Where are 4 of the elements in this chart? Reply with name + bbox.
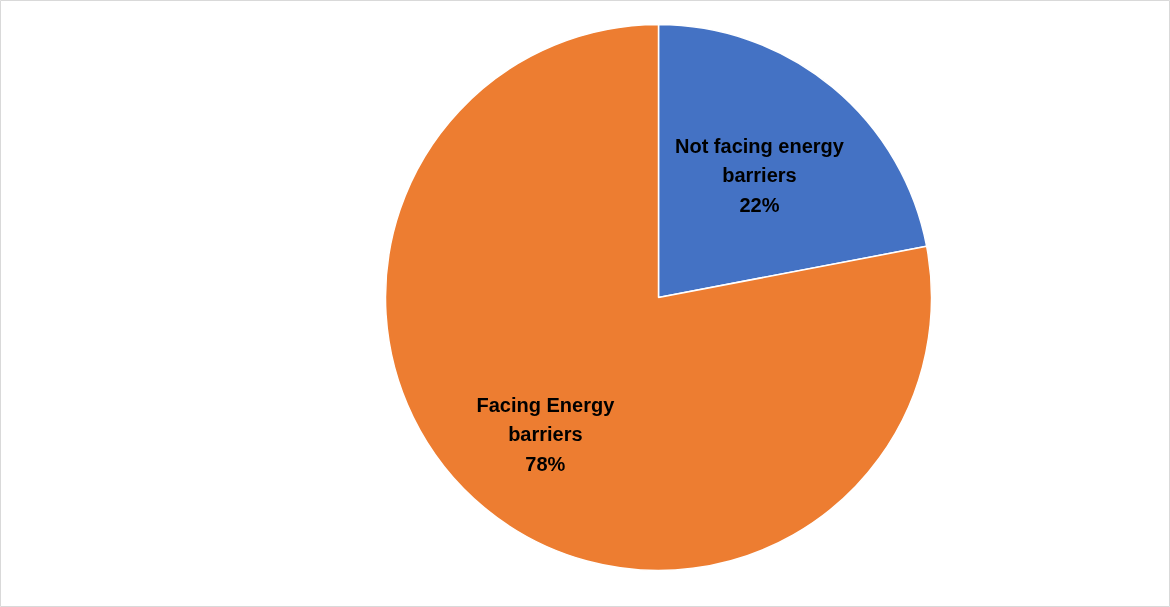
data-label: 22%: [739, 194, 780, 217]
data-label: 78%: [525, 452, 566, 475]
slice-label: Not facing energy barriers: [674, 134, 845, 187]
slice-label: Facing Energy barriers: [476, 393, 616, 446]
